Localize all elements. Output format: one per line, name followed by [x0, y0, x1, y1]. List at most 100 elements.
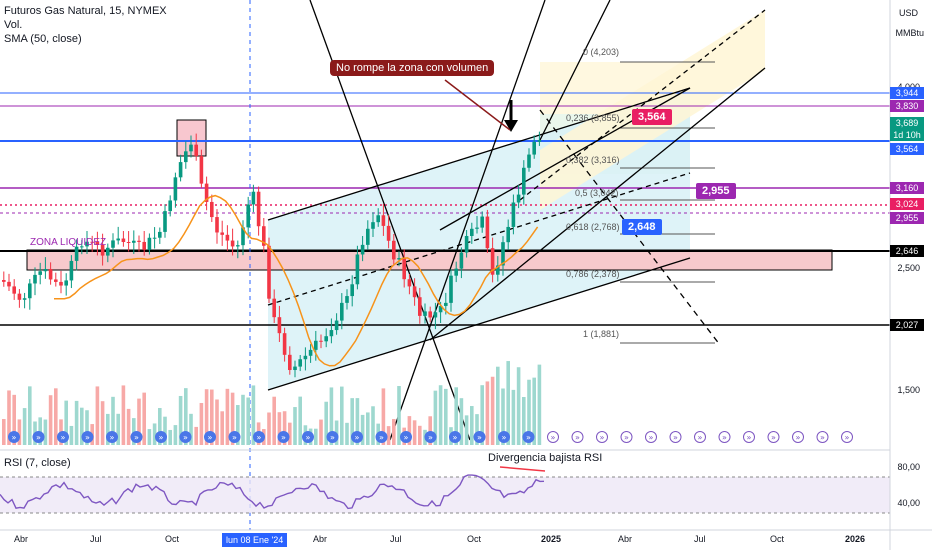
event-marker-glyph: » — [183, 433, 188, 442]
candle — [100, 244, 105, 256]
candle — [116, 238, 120, 241]
candle — [480, 216, 484, 228]
volume-bar — [319, 419, 323, 445]
candle — [282, 333, 287, 355]
event-marker — [473, 431, 486, 443]
candle — [163, 211, 167, 232]
callout-label[interactable]: No rompe la zona con volumen — [330, 60, 495, 76]
candle — [204, 183, 209, 202]
candle — [355, 254, 360, 285]
legend-volume[interactable]: Vol. — [4, 19, 23, 31]
volume-bar — [230, 392, 235, 445]
volume-bar — [215, 399, 219, 445]
candle — [386, 225, 391, 241]
legend-sma[interactable]: SMA (50, close) — [4, 33, 82, 45]
legend: Futuros Gas Natural, 15, NYMEX Vol. SMA … — [4, 4, 167, 46]
volume-bar — [54, 388, 58, 445]
candle — [173, 177, 178, 201]
candle — [303, 355, 308, 360]
label-2955[interactable]: 2,955 — [696, 183, 736, 199]
event-marker-glyph: » — [12, 433, 17, 442]
candle — [412, 286, 417, 298]
candle — [22, 298, 27, 300]
event-marker-glyph: » — [404, 433, 409, 442]
event-marker-glyph: » — [453, 433, 458, 442]
time-label: Abr — [313, 534, 328, 544]
event-marker — [718, 431, 731, 443]
volume-bar — [64, 400, 68, 445]
volume-bar — [126, 408, 131, 445]
event-marker-glyph: » — [600, 433, 605, 442]
volume-bar — [210, 389, 214, 445]
rsi-divergence-line — [499, 466, 546, 472]
candle — [59, 281, 63, 286]
unit-label[interactable]: MMBtu — [895, 28, 924, 38]
event-marker — [400, 431, 412, 443]
event-marker — [620, 431, 633, 443]
volume-bar — [381, 388, 386, 445]
candle — [137, 240, 141, 242]
candle — [126, 242, 131, 244]
price-tick: 1,500 — [897, 385, 920, 395]
volume-bar — [132, 418, 136, 445]
currency-label[interactable]: USD — [898, 8, 918, 18]
volume-bar — [178, 395, 183, 445]
volume-bar — [345, 422, 349, 445]
volume-bar — [48, 395, 53, 445]
time-label: 2025 — [541, 534, 562, 544]
candle — [246, 204, 250, 228]
candle — [537, 140, 542, 142]
rsi-label[interactable]: RSI (7, close) — [4, 457, 71, 469]
event-marker-glyph: » — [845, 433, 850, 442]
candle — [64, 280, 68, 286]
candle — [194, 144, 198, 157]
event-marker — [424, 431, 437, 443]
event-marker-glyph: » — [134, 433, 139, 442]
rsi-band — [0, 477, 890, 513]
candle — [438, 305, 443, 313]
candle — [454, 268, 458, 276]
candle — [532, 141, 536, 155]
price-tag-2027: 2,027 — [890, 319, 924, 331]
time-label: Abr — [618, 534, 633, 544]
volume-bar — [241, 394, 245, 445]
label-2648[interactable]: 2,648 — [622, 219, 662, 235]
event-marker — [596, 431, 608, 443]
candle — [470, 228, 474, 236]
time-label: Oct — [467, 534, 482, 544]
event-marker-glyph: » — [624, 433, 629, 442]
candle — [288, 354, 292, 371]
volume-bar — [366, 412, 370, 445]
legend-title: Futuros Gas Natural, 15, NYMEX — [4, 5, 167, 17]
volume-bar — [360, 414, 365, 445]
candle — [54, 279, 58, 282]
volume-bar — [267, 412, 271, 445]
volume-bar — [12, 394, 16, 445]
price-tag-3944: 3,944 — [890, 87, 924, 99]
candle — [496, 265, 500, 275]
candle — [433, 312, 438, 318]
event-marker — [498, 431, 510, 443]
label-3564[interactable]: 3,564 — [632, 109, 672, 125]
event-marker-glyph: » — [673, 433, 678, 442]
time-label: Jul — [694, 534, 706, 544]
event-marker — [694, 431, 706, 443]
candle — [459, 252, 464, 269]
volume-bar — [111, 396, 115, 445]
candle — [444, 302, 448, 306]
event-marker-glyph: » — [306, 433, 311, 442]
candle — [230, 240, 235, 247]
event-marker — [375, 431, 388, 443]
event-marker-glyph: » — [36, 433, 41, 442]
event-marker-glyph: » — [649, 433, 654, 442]
event-marker-glyph: » — [379, 433, 384, 442]
volume-bar — [438, 385, 443, 445]
event-marker-glyph: » — [722, 433, 727, 442]
volume-bar — [121, 385, 126, 445]
volume-bar — [433, 390, 438, 445]
event-marker — [792, 431, 804, 443]
candle — [272, 298, 276, 318]
volume-bar — [100, 401, 105, 445]
volume-bar — [80, 407, 84, 445]
